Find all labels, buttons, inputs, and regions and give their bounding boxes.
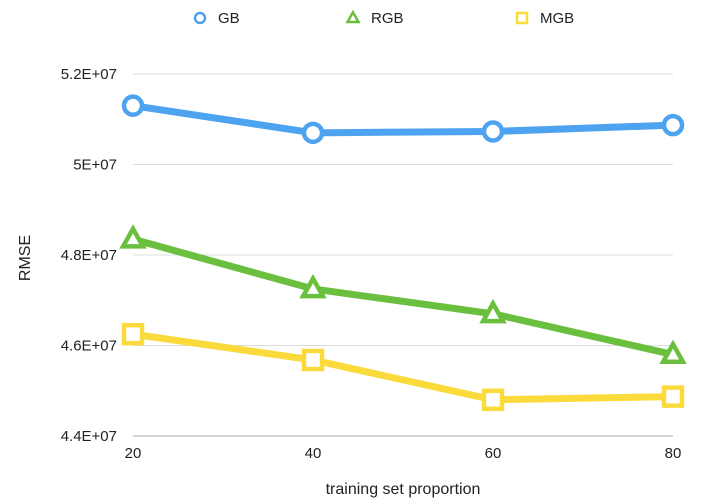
series-line-gb — [129, 102, 677, 137]
data-point-gb — [121, 94, 145, 117]
series-line-rgb — [129, 235, 677, 359]
x-tick-label: 60 — [485, 445, 502, 462]
legend: GB RGB MGB — [193, 9, 574, 27]
y-tick-label: 4.4E+07 — [61, 428, 117, 445]
x-tick-label: 80 — [665, 445, 682, 462]
y-axis: 4.4E+07 4.6E+07 4.8E+07 5E+07 5.2E+07 — [61, 66, 117, 445]
data-point-gb — [481, 120, 505, 143]
series-lines — [119, 94, 687, 412]
data-point-mgb — [301, 348, 325, 372]
data-point-rgb — [659, 339, 687, 365]
series-line-mgb — [129, 330, 677, 404]
y-axis-title: RMSE — [17, 235, 34, 281]
y-tick-label: 5.2E+07 — [61, 66, 117, 83]
data-point-mgb — [481, 388, 505, 412]
x-tick-label: 40 — [305, 445, 322, 462]
data-point-rgb — [479, 298, 507, 324]
data-point-rgb — [119, 224, 147, 249]
legend-label-rgb: RGB — [371, 10, 404, 27]
legend-marker-rgb — [345, 9, 361, 24]
data-point-mgb — [121, 322, 145, 346]
y-tick-label: 4.8E+07 — [61, 247, 117, 264]
gridlines — [133, 73, 673, 437]
data-point-gb — [661, 113, 685, 137]
legend-marker-mgb — [515, 11, 529, 25]
y-tick-label: 5E+07 — [73, 157, 117, 174]
y-tick-label: 4.6E+07 — [61, 338, 117, 355]
legend-marker-gb — [193, 11, 207, 25]
x-axis-title: training set proportion — [326, 481, 481, 498]
x-tick-label: 20 — [125, 445, 142, 462]
legend-label-mgb: MGB — [540, 10, 574, 27]
data-point-gb — [301, 121, 325, 145]
x-axis: 20 40 60 80 — [125, 445, 682, 462]
legend-label-gb: GB — [218, 10, 240, 27]
data-point-rgb — [299, 273, 327, 299]
data-point-mgb — [661, 385, 685, 408]
